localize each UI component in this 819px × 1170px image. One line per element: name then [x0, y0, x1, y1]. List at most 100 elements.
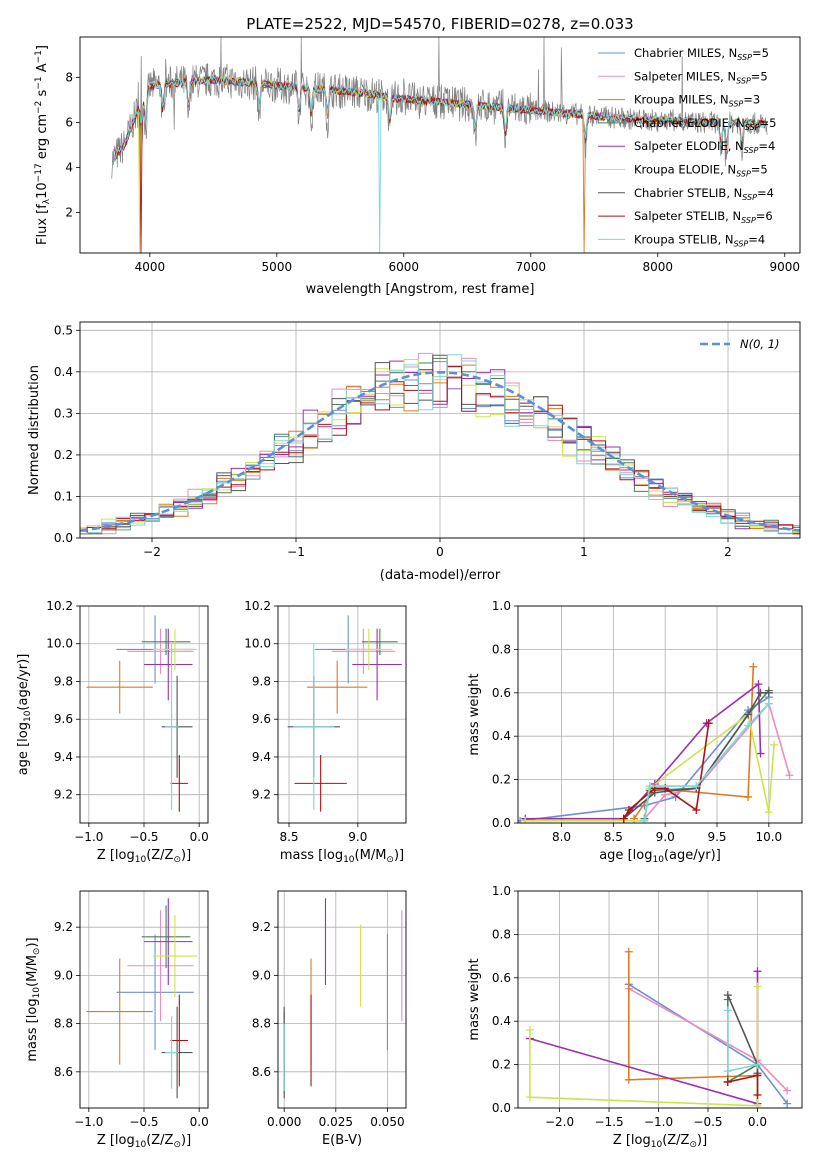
spectrum-ylabel-part: Flux [f	[35, 204, 50, 245]
legend-entry-label: Chabrier MILES, NSSP=5	[634, 46, 769, 62]
z-weight-ylabel: mass weight	[467, 958, 482, 1040]
z-weight-ytick-label: 0.6	[492, 971, 511, 985]
weight-point-marker	[754, 680, 763, 689]
weight-point-marker	[624, 805, 633, 814]
z-age-ytick-label: 9.4	[54, 750, 73, 764]
residuals-xtick-label: 1	[580, 545, 588, 559]
spectrum-xtick-label: 7000	[516, 260, 547, 274]
weight-series-line	[529, 971, 759, 1105]
weight-point-marker	[624, 947, 633, 956]
mass-age-ytick-label: 10.0	[244, 637, 271, 651]
z-mass-ytick-label: 8.8	[54, 1017, 73, 1031]
spectrum-ylabel-part: 10	[35, 182, 50, 199]
spectrum-ytick-label: 6	[65, 116, 73, 130]
weight-point-marker	[756, 688, 765, 697]
z-age-xlabel: Z [log10(Z/Z⊙)]	[97, 848, 191, 865]
weight-point-marker	[753, 967, 762, 976]
mass-age-ytick-label: 10.2	[244, 599, 271, 613]
mass-age-ytick-label: 9.8	[252, 674, 271, 688]
legend-subscript: SSP	[736, 170, 751, 179]
age-weight-frame	[517, 605, 803, 824]
z-weight-xlabel-part: 10	[651, 1140, 663, 1150]
ebv-mass-ytick-label: 9.2	[252, 920, 271, 934]
z-mass-ytick-label: 9.0	[54, 968, 73, 982]
legend-model-name: Kroupa MILES, N	[634, 93, 729, 107]
z-mass-xtick-label: −1.0	[74, 1115, 103, 1129]
age-weight-xlabel-part: 10	[652, 855, 664, 865]
weight-point-marker	[640, 816, 649, 823]
age-weight-xlabel-part: (age/yr)]	[664, 848, 721, 863]
spectrum-xtick-label: 6000	[389, 260, 420, 274]
z-age-ylabel-part: age [log	[16, 722, 31, 775]
age-weight-xlabel-part: age [log	[599, 848, 652, 863]
z-weight-xlabel-part: ⊙	[689, 1140, 697, 1150]
z-age-frame	[79, 605, 209, 824]
residual-histogram-step	[80, 352, 800, 535]
z-weight-xtick-label: −1.0	[644, 1115, 673, 1129]
z-mass-xlabel-part: Z [log	[97, 1133, 135, 1148]
mass-age-ytick-label: 9.4	[252, 750, 271, 764]
mass-age-xlabel-part: (M/M	[355, 848, 387, 863]
spectrum-ylabel-part: −17	[34, 163, 44, 182]
weight-point-marker	[525, 1025, 534, 1034]
weight-point-marker	[692, 805, 701, 814]
residual-histogram-step	[80, 361, 800, 535]
z-weight-xtick-label: −0.5	[693, 1115, 722, 1129]
model-spectrum-line	[113, 75, 768, 253]
weight-point-marker	[723, 1077, 732, 1086]
z-age-ylabel: age [log10(age/yr)]	[16, 654, 33, 776]
legend-model-name: Salpeter STELIB, N	[634, 209, 741, 223]
z-mass-ylabel-part: 10	[32, 987, 42, 999]
residuals-ytick-label: 0.2	[54, 448, 73, 462]
legend-entry-label: Kroupa MILES, NSSP=3	[634, 93, 760, 109]
z-age-xtick-label: 0.0	[190, 830, 209, 844]
z-mass-ytick-label: 8.6	[54, 1065, 73, 1079]
mass-age-xlabel-part: mass [log	[280, 848, 343, 863]
spectrum-frame	[79, 36, 801, 254]
age-weight-panel: 8.0 8.5 9.0 9.5 10.0 0.0 0.2 0.4 0.6 0.8 1.0 age [l…	[467, 599, 803, 865]
z-mass-ylabel: mass [log10(M/M⊙)]	[25, 937, 42, 1061]
weight-point-marker	[744, 721, 753, 730]
z-age-ylabel-part: (age/yr)]	[16, 654, 31, 711]
z-mass-xlabel-part: ⊙	[173, 1140, 181, 1150]
mass-age-frame	[277, 605, 407, 824]
ebv-mass-plot-area	[283, 898, 403, 1099]
weight-point-marker	[704, 719, 713, 728]
spectrum-xtick-label: 4000	[135, 260, 166, 274]
legend-entry-label: Chabrier ELODIE, NSSP=5	[634, 116, 776, 132]
z-mass-ytick-label: 9.2	[54, 920, 73, 934]
weight-point-marker	[645, 782, 654, 791]
residuals-panel: −2 −1 0 1 2 0.0 0.1 0.2 0.3 0.4 0.5 N(0, 1) (data-mo…	[27, 321, 801, 583]
weight-point-marker	[753, 1101, 762, 1108]
residual-histogram-step	[80, 366, 800, 535]
z-weight-ytick-label: 0.8	[492, 927, 511, 941]
spectrum-ylabel-part: λ	[42, 198, 52, 204]
weight-point-marker	[770, 740, 779, 749]
weight-series-line	[633, 666, 755, 820]
legend-model-name: Chabrier STELIB, N	[634, 186, 742, 200]
weight-series-line	[529, 986, 759, 1107]
z-weight-xtick-label: −1.5	[594, 1115, 623, 1129]
residuals-xtick-label: −1	[287, 545, 305, 559]
ebv-mass-xtick-label: 0.000	[267, 1115, 301, 1129]
residuals-frame	[79, 321, 801, 539]
residuals-xtick-label: 2	[724, 545, 732, 559]
legend-model-name: Kroupa ELODIE, N	[634, 163, 736, 177]
legend-model-name: Salpeter ELODIE, N	[634, 139, 744, 153]
residual-histogram-step	[80, 354, 800, 535]
z-weight-ytick-label: 1.0	[492, 884, 511, 898]
z-age-ytick-label: 9.2	[54, 788, 73, 802]
mass-age-ytick-label: 9.6	[252, 712, 271, 726]
spectrum-ytick-label: 8	[65, 71, 73, 85]
weight-point-marker	[764, 699, 773, 708]
legend-entry-label: Salpeter STELIB, NSSP=6	[634, 209, 773, 225]
z-mass-ylabel-part: )]	[25, 937, 40, 947]
ebv-mass-panel: 0.000 0.025 0.050 8.6 8.8 9.0 9.2 E(B-V)	[252, 890, 407, 1148]
residuals-xtick-label: 0	[436, 545, 444, 559]
z-mass-panel: −1.0 −0.5 0.08.68.89.09.2Z [log10(Z/Z⊙)]ma…	[25, 890, 209, 1150]
mass-age-panel: 8.5 9.0 9.2 9.4 9.6 9.8 10.0 10.2 mass [log10(M/…	[244, 599, 407, 865]
z-mass-xlabel: Z [log10(Z/Z⊙)]	[97, 1133, 191, 1150]
age-weight-ytick-label: 0.6	[492, 686, 511, 700]
weight-series-line	[628, 951, 758, 1081]
legend-subscript: SSP	[744, 146, 759, 155]
